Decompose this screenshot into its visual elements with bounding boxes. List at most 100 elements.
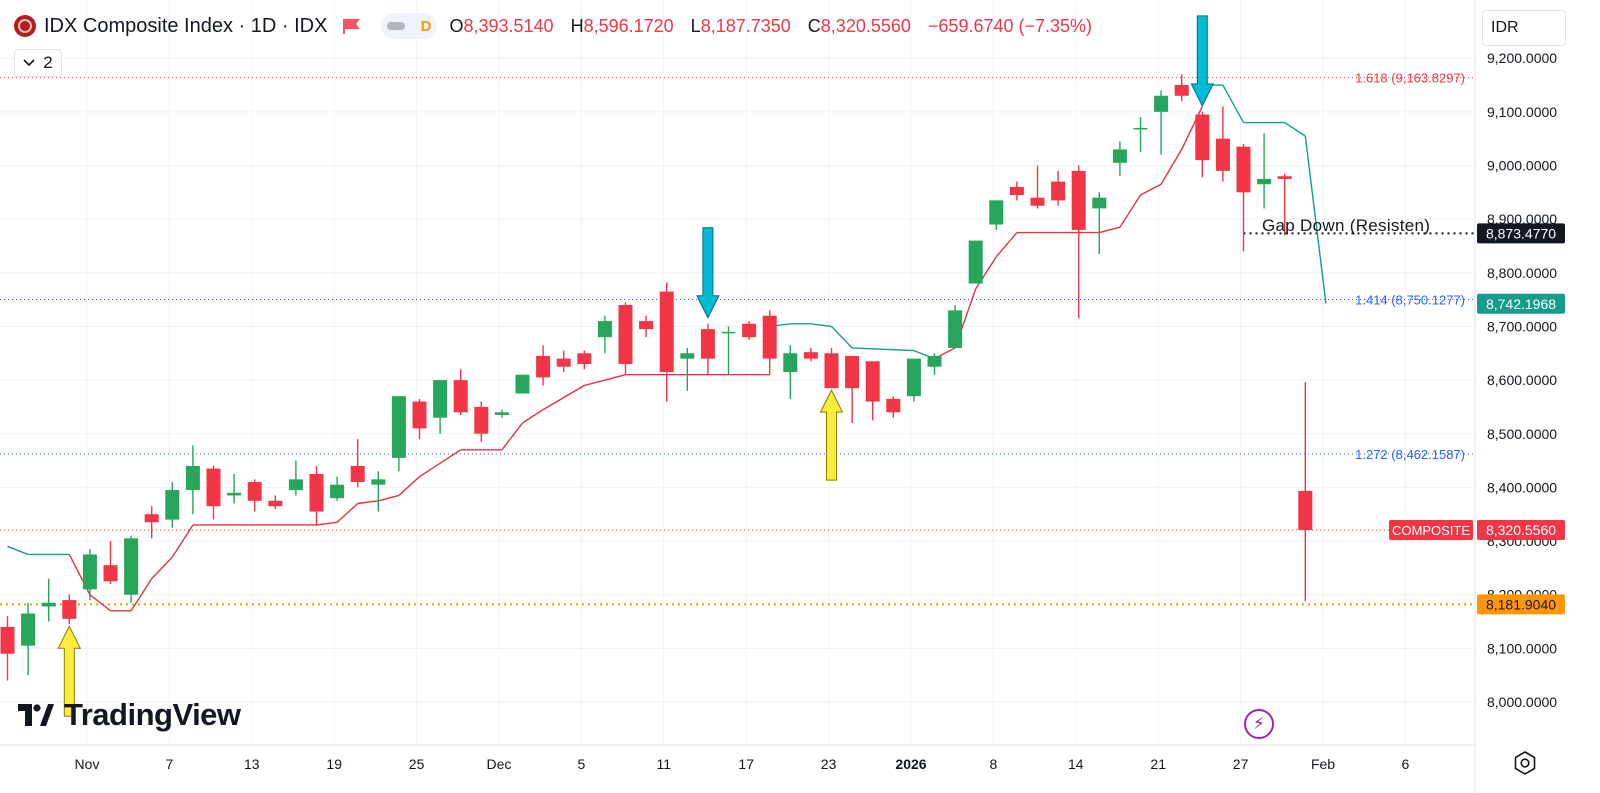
signal-arrow-up-icon [57, 625, 82, 717]
last-price-badge-bg [1477, 520, 1565, 541]
supertrend-price-badge: 8,742.1968 [1486, 296, 1556, 312]
candle-body [474, 406, 489, 434]
candle-body [206, 468, 221, 507]
x-tick-label: 19 [326, 756, 342, 772]
signal-arrow-down-icon [696, 227, 720, 319]
candle-body [1195, 114, 1210, 161]
ohlc-open-key: O [449, 15, 464, 36]
x-tick-label: 25 [409, 756, 425, 772]
candle-body [886, 398, 901, 413]
supertrend-segment [1160, 149, 1183, 185]
x-tick-label: 14 [1068, 756, 1084, 772]
tradingview-wordmark: TradingView [64, 697, 241, 732]
candle-body [865, 361, 880, 402]
composite-tag-bg [1389, 520, 1473, 541]
x-tick-label: 17 [738, 756, 754, 772]
candle-body [1112, 149, 1127, 163]
flag-icon[interactable] [341, 17, 363, 35]
supertrend-price-badge-bg [1477, 293, 1565, 314]
supertrend-segment [316, 521, 338, 526]
signal-arrow-down-icon [1190, 15, 1215, 107]
candle-body [597, 321, 612, 338]
candle-body [762, 315, 777, 359]
candle-body [536, 355, 551, 378]
supertrend-segment [810, 323, 832, 328]
lightning-icon[interactable]: ⚡ [1244, 709, 1274, 739]
candle-body [1154, 95, 1169, 112]
ohlc-change-value: −659.6740 (−7.35%) [927, 15, 1093, 36]
candle-body [680, 353, 695, 359]
fib-level-label: 1.618 (9,163.8297) [1355, 71, 1465, 86]
supertrend-segment [995, 232, 1018, 258]
candle-body [103, 565, 118, 582]
candle-body [783, 353, 798, 373]
x-tick-label: 2026 [895, 756, 926, 772]
supertrend-segment [419, 449, 462, 478]
candle-body [845, 355, 860, 389]
candle-body [1092, 197, 1107, 209]
y-tick-label: 8,500.0000 [1487, 426, 1557, 442]
gap-price-badge: 8,873.4770 [1486, 225, 1556, 241]
y-tick-label: 9,100.0000 [1487, 104, 1557, 120]
supertrend-segment [336, 502, 359, 523]
y-tick-label: 8,800.0000 [1487, 265, 1557, 281]
y-tick-label: 9,000.0000 [1487, 158, 1557, 174]
gear-icon[interactable] [1512, 750, 1538, 776]
currency-selector[interactable]: IDR [1482, 10, 1566, 46]
tradingview-logo[interactable]: TradingView [18, 697, 241, 733]
candle-body [62, 600, 77, 619]
supertrend-segment [378, 494, 400, 502]
candle-body [453, 380, 468, 413]
y-tick-label: 8,700.0000 [1487, 318, 1557, 334]
candle-body [927, 355, 942, 367]
x-tick-label: 13 [244, 756, 260, 772]
candle-body [41, 602, 56, 607]
supertrend-segment [542, 384, 585, 411]
candle-body [288, 479, 303, 491]
candle-body [1030, 197, 1045, 206]
candle-body [350, 465, 365, 483]
candle-body [165, 490, 180, 520]
data-mode-toggle[interactable]: D [381, 13, 438, 39]
candle-body [515, 374, 530, 394]
candle-body [494, 412, 509, 415]
candle-body [391, 396, 406, 458]
candle-body [309, 473, 324, 512]
candle-body [803, 352, 818, 359]
candle-body [1133, 127, 1148, 130]
candle-body [989, 200, 1004, 225]
candle-body [824, 353, 839, 389]
gap-price-badge-bg [1477, 223, 1565, 244]
candle-body [1298, 490, 1313, 531]
supertrend-segment [1119, 194, 1142, 228]
indicator-count: 2 [43, 53, 53, 72]
ohlc-open-value: 8,393.5140 [463, 15, 554, 36]
candle-body [124, 538, 139, 595]
supertrend-segment [1222, 84, 1245, 123]
symbol-title[interactable]: IDX Composite Index · 1D · IDX [44, 14, 328, 37]
supertrend-segment [171, 524, 194, 558]
x-tick-label: Feb [1311, 756, 1335, 772]
y-tick-label: 8,100.0000 [1487, 640, 1557, 656]
candle-body [968, 240, 983, 284]
candle-body [742, 323, 757, 338]
ohlc-high-key: H [570, 15, 584, 36]
candle-body [185, 465, 200, 491]
candle-body [1236, 146, 1251, 193]
candle-body [906, 358, 921, 397]
fib-level-label: 1.414 (8,750.1277) [1355, 293, 1465, 308]
candle-body [412, 401, 427, 429]
candle-body [659, 291, 674, 373]
currency-label: IDR [1491, 19, 1519, 36]
x-tick-label: 7 [166, 756, 174, 772]
last-price-badge: 8,320.5560 [1486, 522, 1556, 538]
x-tick-label: 23 [821, 756, 837, 772]
supertrend-segment [1304, 135, 1327, 304]
supertrend-segment [357, 500, 379, 505]
candle-body [227, 492, 242, 496]
x-tick-label: Nov [75, 756, 100, 772]
indicator-collapse-button[interactable]: 2 [14, 49, 62, 77]
supertrend-segment [584, 379, 606, 387]
supertrend-segment [7, 545, 29, 556]
